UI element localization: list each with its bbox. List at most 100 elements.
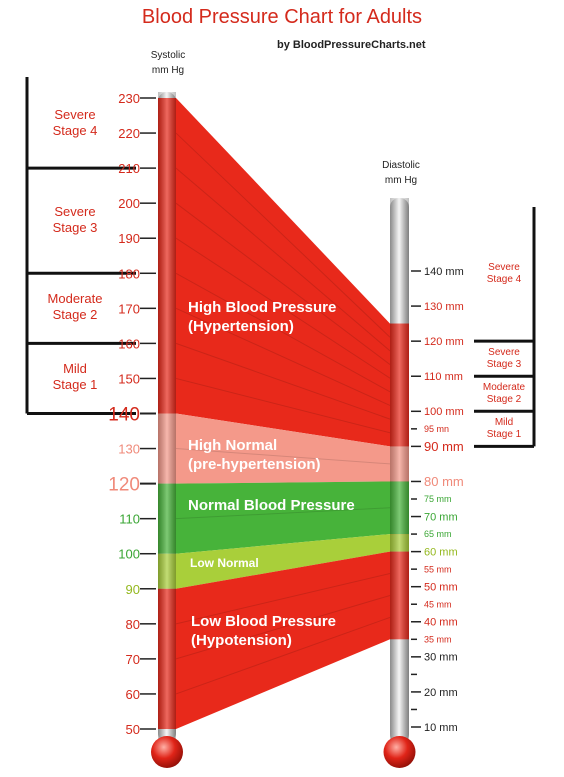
band-label-low: Low Blood Pressure (Hypotension): [191, 612, 336, 650]
diastolic-tick-label: 70 mm: [424, 511, 458, 523]
band-gridline: [175, 167, 391, 352]
band-gridline: [175, 573, 391, 625]
chart-title: Blood Pressure Chart for Adults: [141, 6, 423, 28]
band-gridline: [175, 594, 391, 660]
systolic-stage-label-line2: Stage 1: [52, 377, 98, 393]
diastolic-tube-shine: [390, 198, 409, 743]
systolic-bulb: [151, 736, 183, 768]
band-gridline: [175, 377, 391, 434]
thermometer-tubes: [151, 92, 416, 768]
systolic-tick-label: 130: [118, 442, 140, 457]
systolic-tick-label: 230: [118, 91, 140, 106]
band-label-high-normal-line2: (pre-hypertension): [188, 456, 321, 473]
band-gridline: [175, 342, 391, 420]
band-gridline: [175, 132, 391, 338]
band-high: [176, 98, 390, 447]
systolic-stage-label: Moderate Stage 2: [34, 291, 116, 323]
systolic-stage-label: Mild Stage 1: [34, 361, 116, 393]
systolic-stage-label-line2: Stage 2: [52, 307, 98, 323]
diastolic-stage-label-line2: Stage 3: [486, 358, 522, 370]
band-label-low-line2: (Hypotension): [191, 632, 292, 649]
systolic-axis-title-line1: Systolic: [150, 50, 186, 61]
systolic-tick-label: 60: [126, 687, 140, 702]
diastolic-tick-label: 60 mm: [424, 546, 458, 558]
systolic-tick-label: 90: [126, 582, 140, 597]
diastolic-tick-label: 90 mm: [424, 439, 464, 454]
axis-ticks: 230 220 210 200 190 180 170 160 150 140 130 120 110 1…: [108, 91, 463, 737]
diastolic-axis-title-line1: Diastolic: [382, 160, 420, 171]
systolic-tick-label: 180: [118, 266, 140, 281]
diastolic-stage-label-line1: Severe: [488, 346, 520, 358]
systolic-tick-label: 140: [108, 405, 140, 426]
systolic-tick-label: 100: [118, 547, 140, 562]
diastolic-stage-label-line1: Moderate: [482, 381, 526, 393]
band-low: [176, 551, 390, 729]
systolic-tick-label: 220: [118, 126, 140, 141]
band-label-normal: Normal Blood Pressure: [188, 496, 355, 515]
diastolic-tick-label: 35 mm: [424, 634, 452, 644]
diastolic-stage-label: Severe Stage 4: [474, 262, 534, 286]
category-bands: [175, 98, 391, 729]
systolic-tick-label: 50: [126, 722, 140, 737]
diastolic-stage-label-line1: Mild: [494, 416, 514, 428]
source-byline: by BloodPressureCharts.net: [277, 39, 426, 51]
diastolic-tick-label: 30 mm: [424, 652, 458, 664]
band-label-high-line1: High Blood Pressure: [188, 299, 337, 316]
diastolic-tick-label: 140 mm: [424, 266, 464, 278]
systolic-stage-label: Severe Stage 4: [34, 107, 116, 139]
diastolic-stage-label: Moderate Stage 2: [474, 382, 534, 406]
band-gridline: [175, 237, 391, 379]
diastolic-stage-label: Severe Stage 3: [474, 347, 534, 371]
diastolic-bulb: [383, 736, 416, 768]
band-label-normal-line1: Normal Blood Pressure: [188, 497, 355, 514]
band-label-high-normal: High Normal (pre-hypertension): [188, 436, 321, 474]
systolic-tick-label: 150: [118, 371, 140, 386]
diastolic-tick-label: 120 mm: [424, 336, 464, 348]
diastolic-tick-label: 65 mm: [424, 529, 452, 539]
band-label-low-normal-line1: Low Normal: [190, 556, 259, 570]
band-gridline: [175, 616, 391, 695]
systolic-tick-label: 110: [119, 512, 140, 527]
band-gridline: [175, 507, 391, 520]
systolic-tick-label: 120: [108, 475, 140, 496]
systolic-tick-label: 160: [118, 336, 140, 351]
band-high-normal: [176, 413, 390, 484]
diastolic-stage-label-line2: Stage 4: [486, 274, 522, 286]
band-low-normal: [176, 534, 390, 589]
systolic-stage-label-line2: Stage 3: [52, 219, 98, 235]
systolic-stage-label-line1: Mild: [63, 361, 87, 377]
systolic-tick-label: 210: [118, 161, 140, 176]
diastolic-tick-label: 40 mm: [424, 617, 458, 629]
band-label-low-normal: Low Normal: [190, 554, 259, 573]
diastolic-stage-label-line2: Stage 2: [486, 393, 522, 405]
band-gridline: [175, 202, 391, 365]
systolic-tick-label: 200: [118, 196, 140, 211]
band-gridline: [175, 307, 391, 406]
diastolic-tick-label: 100 mm: [424, 406, 464, 418]
systolic-stage-label: Severe Stage 3: [34, 204, 116, 236]
diastolic-stage-label-line2: Stage 1: [486, 428, 522, 440]
systolic-stage-label-line1: Moderate: [47, 291, 103, 307]
band-label-high-line2: (Hypertension): [188, 318, 294, 335]
diastolic-stage-label: Mild Stage 1: [474, 417, 534, 441]
band-label-high-normal-line1: High Normal: [188, 437, 278, 454]
systolic-tick-label: 80: [126, 617, 140, 632]
diastolic-axis-title: Diastolic mm Hg: [371, 158, 431, 188]
diastolic-stage-label-line1: Severe: [488, 262, 520, 274]
diastolic-tick-label: 45 mm: [424, 599, 452, 609]
diastolic-tick-label: 20 mm: [424, 687, 458, 699]
diastolic-tick-label: 50 mm: [424, 582, 458, 594]
diastolic-axis-title-line2: mm Hg: [384, 175, 418, 186]
band-label-low-line1: Low Blood Pressure: [191, 613, 337, 630]
systolic-stage-label-line2: Stage 4: [52, 123, 98, 139]
systolic-tube-shine: [158, 92, 176, 742]
systolic-tick-label: 190: [118, 231, 140, 246]
diastolic-tick-label: 110 mm: [424, 371, 463, 383]
band-label-high: High Blood Pressure (Hypertension): [188, 298, 336, 336]
band-normal: [176, 481, 390, 554]
diastolic-tick-label: 95 mn: [424, 424, 449, 434]
diastolic-tick-label: 75 mm: [424, 494, 452, 504]
systolic-tick-label: 70: [126, 652, 140, 667]
band-gridline: [175, 272, 391, 393]
